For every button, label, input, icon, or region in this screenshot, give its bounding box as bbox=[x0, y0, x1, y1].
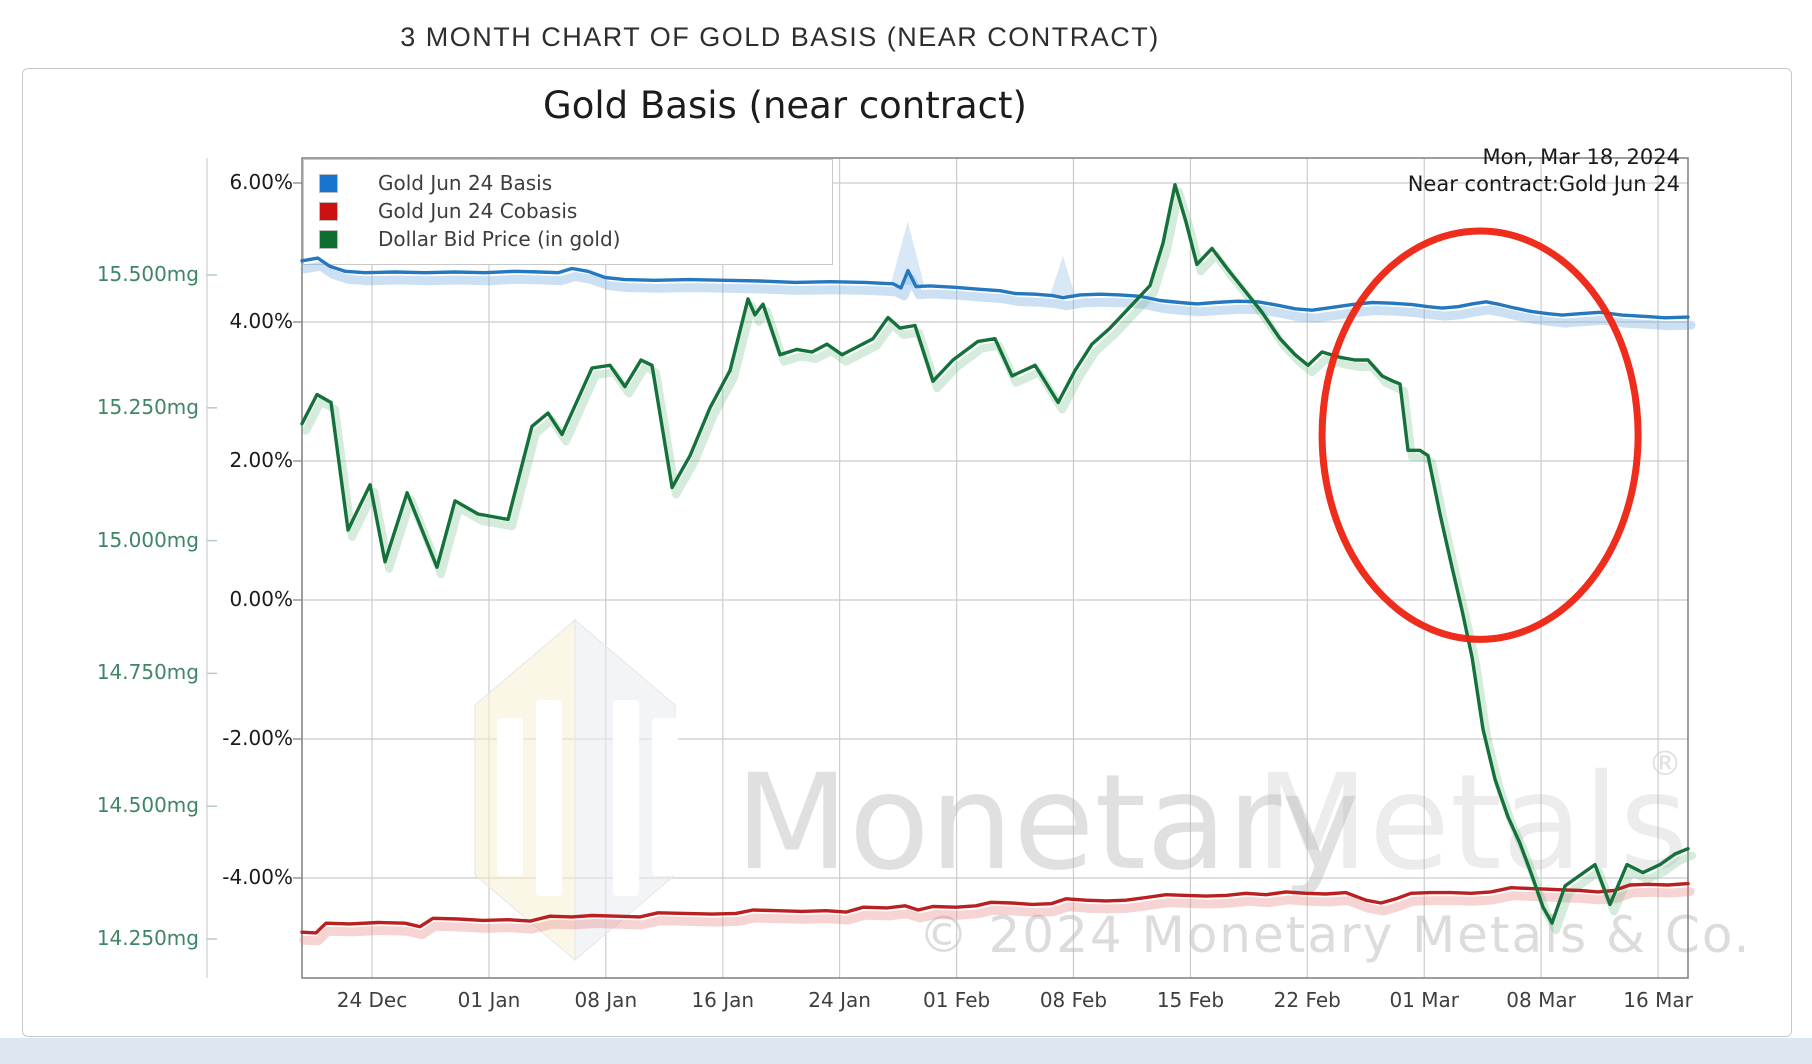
legend-item-1: Gold Jun 24 Cobasis bbox=[304, 197, 832, 225]
watermark-cube-slot bbox=[536, 700, 562, 896]
x-axis-label: 01 Feb bbox=[922, 988, 991, 1012]
x-axis-label: 22 Feb bbox=[1273, 988, 1341, 1012]
mg-axis-label: 14.250mg bbox=[96, 926, 199, 950]
mg-axis-label: 15.250mg bbox=[96, 394, 199, 419]
legend-item-0: Gold Jun 24 Basis bbox=[304, 169, 832, 197]
watermark-copyright: © 2024 Monetary Metals & Co. bbox=[919, 906, 1752, 964]
annotation-contract: Near contract:Gold Jun 24 bbox=[1407, 172, 1680, 196]
mg-axis-label: 14.500mg bbox=[96, 793, 199, 818]
percent-axis-label: 2.00% bbox=[229, 448, 293, 472]
percent-axis-label: 6.00% bbox=[229, 170, 293, 194]
legend-label: Gold Jun 24 Cobasis bbox=[378, 199, 578, 223]
legend-item-2: Dollar Bid Price (in gold) bbox=[304, 225, 832, 253]
page-title: 3 MONTH CHART OF GOLD BASIS (NEAR CONTRA… bbox=[400, 22, 1160, 52]
watermark-cube-slot bbox=[497, 718, 523, 876]
x-axis-label: 15 Feb bbox=[1156, 988, 1225, 1012]
legend-box: Gold Jun 24 Basis Gold Jun 24 Cobasis Doll… bbox=[303, 159, 833, 265]
watermark-cube-slot bbox=[652, 718, 678, 876]
date-annotation: Mon, Mar 18, 2024 Near contract:Gold Jun… bbox=[1408, 144, 1680, 198]
mg-axis-label: 15.000mg bbox=[96, 527, 199, 552]
percent-axis-label: -2.00% bbox=[222, 726, 293, 750]
x-axis-label: 01 Mar bbox=[1389, 988, 1460, 1012]
percent-axis-label: 4.00% bbox=[229, 309, 293, 333]
x-axis-label: 24 Dec bbox=[336, 988, 408, 1012]
legend-label: Gold Jun 24 Basis bbox=[378, 171, 553, 195]
annotation-date: Mon, Mar 18, 2024 bbox=[1482, 145, 1680, 169]
legend-swatch-icon bbox=[319, 201, 338, 221]
watermark-cube-slot bbox=[613, 700, 639, 896]
percent-axis-label: -4.00% bbox=[222, 865, 293, 889]
x-axis-label: 08 Mar bbox=[1506, 988, 1576, 1012]
mg-axis-label: 15.500mg bbox=[96, 262, 199, 286]
legend-swatch-icon bbox=[319, 229, 338, 249]
x-axis-label: 16 Jan bbox=[691, 988, 755, 1012]
legend-label: Dollar Bid Price (in gold) bbox=[378, 227, 621, 251]
bottom-bar bbox=[0, 1038, 1812, 1064]
percent-axis-label: 0.00% bbox=[229, 587, 293, 611]
chart-title: Gold Basis (near contract) bbox=[543, 84, 1027, 127]
watermark-registered-icon: ® bbox=[1648, 744, 1682, 784]
mg-axis-label: 14.750mg bbox=[96, 660, 199, 685]
x-axis-label: 01 Jan bbox=[457, 988, 521, 1012]
x-axis-label: 08 Jan bbox=[574, 988, 638, 1012]
x-axis-label: 24 Jan bbox=[808, 988, 871, 1012]
legend-swatch-icon bbox=[319, 173, 338, 193]
x-axis-label: 08 Feb bbox=[1039, 988, 1108, 1012]
watermark-brand-2: Metals bbox=[1255, 746, 1688, 900]
x-axis-label: 16 Mar bbox=[1623, 988, 1693, 1012]
